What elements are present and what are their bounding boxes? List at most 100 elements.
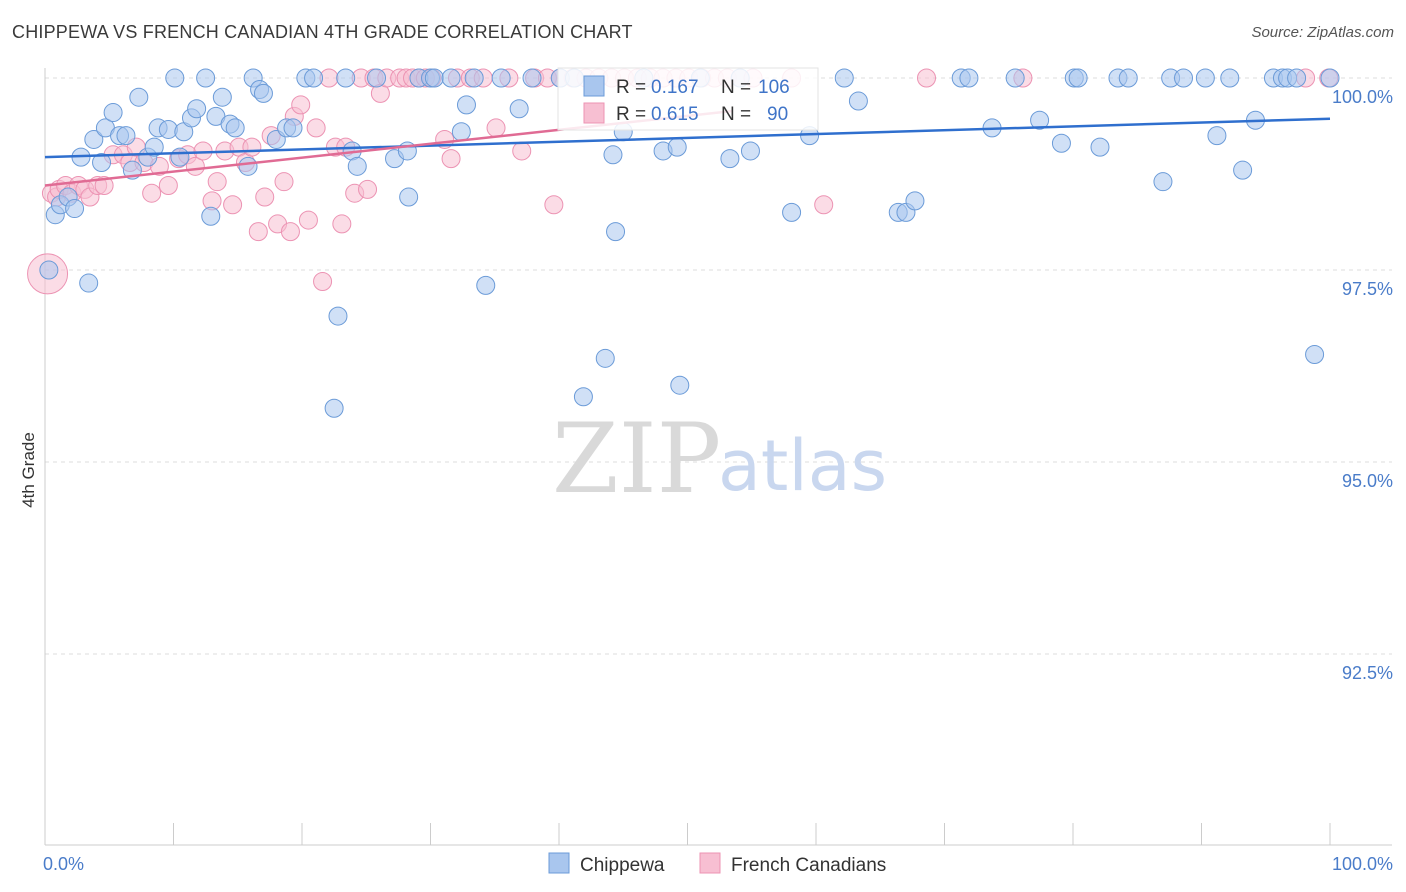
chippewa-point-76 (834, 68, 854, 88)
series-chippewa-points (39, 68, 1340, 418)
chippewa-point-58 (522, 68, 542, 88)
chippewa-point-85 (1030, 110, 1050, 130)
chippewa-point-43 (347, 156, 367, 176)
chippewa-point-25 (201, 206, 221, 226)
chippewa-point-57 (509, 99, 529, 119)
chippewa-point-105 (1320, 68, 1340, 88)
chippewa-point-82 (959, 68, 979, 88)
chippewa-point-53 (456, 95, 476, 115)
legend-label-chippewa: Chippewa (580, 855, 665, 876)
french-canadians-point-38 (298, 210, 318, 230)
french-canadians-point-86 (917, 68, 937, 88)
legend-r-label-chippewa: R = (616, 77, 646, 98)
chippewa-point-54 (464, 68, 484, 88)
chippewa-point-47 (399, 187, 419, 207)
chippewa-point-94 (1174, 68, 1194, 88)
y-tick-label-3: 100.0% (1332, 87, 1393, 107)
chippewa-point-77 (848, 91, 868, 111)
chippewa-point-97 (1220, 68, 1240, 88)
chippewa-point-69 (670, 375, 690, 395)
legend-r-label-french-canadians: R = (616, 104, 646, 125)
french-canadians-point-18 (158, 176, 178, 196)
grid-lines (45, 77, 1392, 655)
french-canadians-point-67 (544, 195, 564, 215)
legend-stats: R = 0.167 N = 106 R = 0.615 N = 90 (557, 67, 819, 131)
legend-stats-swatch-chippewa (583, 75, 605, 97)
french-canadians-point-64 (512, 141, 532, 161)
chart-title: CHIPPEWA VS FRENCH CANADIAN 4TH GRADE CO… (12, 22, 633, 42)
chippewa-point-84 (1005, 68, 1025, 88)
chippewa-point-23 (187, 99, 207, 119)
chippewa-point-73 (740, 141, 760, 161)
french-canadians-point-43 (332, 214, 352, 234)
chippewa-point-89 (1090, 137, 1110, 157)
chippewa-point-98 (1233, 160, 1253, 180)
chippewa-point-71 (720, 149, 740, 169)
y-axis-title: 4th Grade (19, 432, 38, 508)
chippewa-point-61 (573, 387, 593, 407)
legend-n-value-french-canadians: 90 (767, 104, 788, 125)
chippewa-point-104 (1305, 344, 1325, 364)
french-canadians-point-58 (441, 149, 461, 169)
x-tick-label-0: 0.0% (43, 854, 84, 874)
chippewa-point-30 (238, 156, 258, 176)
french-canadians-point-47 (358, 179, 378, 199)
chippewa-point-96 (1207, 126, 1227, 146)
legend-swatch-french-canadians (699, 852, 721, 874)
french-canadians-point-37 (291, 95, 311, 115)
french-canadians-point-39 (306, 118, 326, 138)
chippewa-point-80 (905, 191, 925, 211)
source-label: Source: ZipAtlas.com (1251, 24, 1394, 41)
y-tick-label-2: 97.5% (1342, 279, 1393, 299)
x-tick-label-1: 100.0% (1332, 854, 1393, 874)
legend-stats-swatch-french-canadians (583, 102, 605, 124)
french-canadians-point-16 (142, 183, 162, 203)
watermark: ZIP atlas (552, 403, 887, 515)
legend-swatch-chippewa (548, 852, 570, 874)
chippewa-point-44 (367, 68, 387, 88)
chippewa-point-40 (328, 306, 348, 326)
french-canadians-point-10 (94, 176, 114, 196)
chippewa-point-36 (283, 118, 303, 138)
legend-n-value-chippewa: 106 (758, 77, 790, 98)
watermark-atlas: atlas (718, 425, 887, 507)
chippewa-point-0 (39, 260, 59, 280)
y-tick-label-1: 95.0% (1342, 471, 1393, 491)
chippewa-point-63 (603, 145, 623, 165)
french-canadians-point-62 (486, 118, 506, 138)
chippewa-point-12 (116, 126, 136, 146)
chippewa-point-51 (441, 68, 461, 88)
chippewa-point-8 (92, 152, 112, 172)
x-tick-labels: 0.0% 100.0% (43, 854, 1393, 874)
legend-n-label-french-canadians: N = (721, 104, 751, 125)
chippewa-point-56 (491, 68, 511, 88)
french-canadians-point-40 (313, 272, 333, 292)
chippewa-point-7 (84, 129, 104, 149)
chippewa-point-68 (667, 137, 687, 157)
chippewa-point-10 (103, 103, 123, 123)
chippewa-point-88 (1068, 68, 1088, 88)
french-canadians-point-35 (280, 222, 300, 242)
chippewa-point-14 (129, 87, 149, 107)
axes (44, 68, 1392, 846)
chippewa-point-4 (65, 199, 85, 219)
chippewa-point-6 (79, 273, 99, 293)
chippewa-point-74 (782, 202, 802, 222)
chippewa-point-19 (165, 68, 185, 88)
french-canadians-point-85 (814, 195, 834, 215)
legend-series: Chippewa French Canadians (548, 852, 886, 876)
chippewa-point-55 (476, 275, 496, 295)
french-canadians-point-24 (207, 172, 227, 192)
chippewa-trend-line (44, 117, 1331, 159)
chippewa-point-62 (595, 348, 615, 368)
chippewa-point-41 (336, 68, 356, 88)
chippewa-point-95 (1195, 68, 1215, 88)
y-tick-labels: 92.5% 95.0% 97.5% 100.0% (1332, 87, 1393, 683)
chippewa-point-33 (253, 83, 273, 103)
chippewa-point-27 (212, 87, 232, 107)
chippewa-point-64 (606, 222, 626, 242)
legend-r-value-chippewa: 0.167 (651, 77, 699, 98)
chippewa-point-24 (196, 68, 216, 88)
legend-n-label-chippewa: N = (721, 77, 751, 98)
